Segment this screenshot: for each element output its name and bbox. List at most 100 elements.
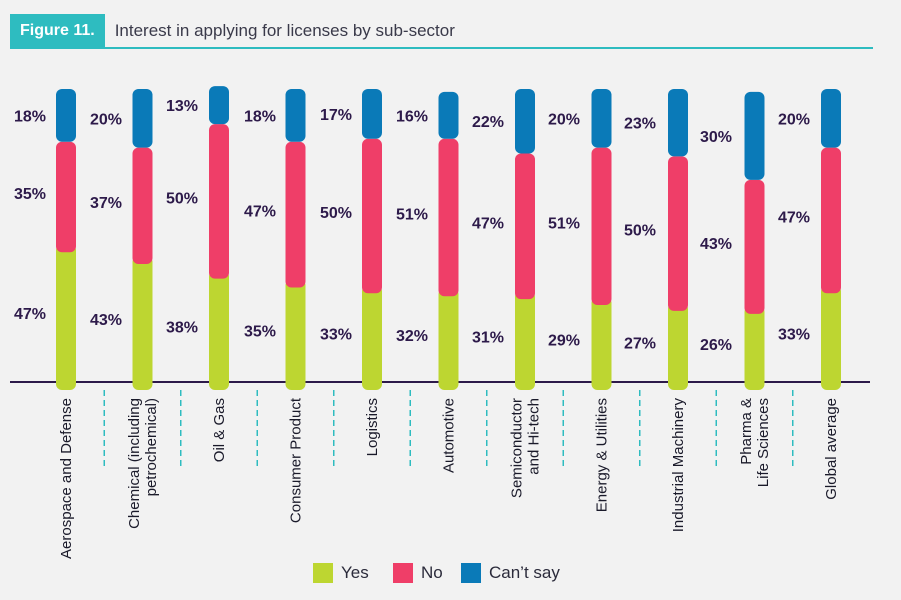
data-label-no: 50% <box>320 205 352 222</box>
bar-segment-yes-base <box>132 374 153 382</box>
data-label-yes: 38% <box>166 319 198 336</box>
category-label-line: Automotive <box>441 398 458 473</box>
bar-segment-yes <box>515 291 535 390</box>
bar-segment-yes <box>285 279 306 390</box>
bar-segment-yes-base <box>821 374 841 382</box>
data-label-yes: 33% <box>320 327 352 344</box>
bar-segment-cant-say <box>209 86 229 125</box>
data-label-cant-say: 20% <box>90 111 122 128</box>
data-label-cant-say: 13% <box>166 98 198 115</box>
figure-label: Figure 11. <box>10 14 105 48</box>
bar-segment-cant-say <box>821 89 841 148</box>
category-label-line: Consumer Product <box>288 397 305 523</box>
bar-segment-no <box>591 147 612 306</box>
bar-segment-no <box>515 153 535 300</box>
bar-segment-yes-base <box>515 374 535 382</box>
bar-segment-cant-say <box>438 91 459 139</box>
bar-segment-yes <box>56 244 76 390</box>
category-label-line: Oil & Gas <box>211 398 228 462</box>
legend-item-cant-say: Can’t say <box>461 563 560 583</box>
data-label-cant-say: 18% <box>14 108 46 125</box>
data-label-cant-say: 17% <box>320 107 352 124</box>
category-label: Oil & Gas <box>211 398 228 462</box>
category-label-line: Pharma & <box>738 398 755 465</box>
figure-title: Interest in applying for licenses by sub… <box>114 21 455 40</box>
bar-segment-yes-base <box>56 374 76 382</box>
category-label: Automotive <box>441 398 458 473</box>
bar-segment-yes <box>438 288 459 390</box>
legend-label-cant-say: Can’t say <box>489 563 560 582</box>
data-label-no: 35% <box>14 186 46 203</box>
bar-segment-yes-base <box>209 374 229 382</box>
data-label-cant-say: 18% <box>244 108 276 125</box>
bar-segment-yes <box>744 305 765 390</box>
category-label: Chemical (including petrochemical) <box>126 398 160 529</box>
data-label-cant-say: 23% <box>624 116 656 133</box>
bar-segment-no <box>744 179 765 314</box>
data-label-yes: 31% <box>472 330 504 347</box>
category-label-line: Semiconductor <box>509 398 526 498</box>
category-label: Energy & Utilities <box>594 398 611 512</box>
bar-segment-no <box>209 124 229 279</box>
bar-segment-cant-say <box>285 89 306 142</box>
legend: Yes No Can’t say <box>0 563 901 591</box>
bar-segment-cant-say <box>56 89 76 142</box>
bar-segment-yes-base <box>362 374 382 382</box>
legend-swatch-yes <box>313 563 333 583</box>
data-label-yes: 27% <box>624 335 656 352</box>
data-label-yes: 35% <box>244 324 276 341</box>
category-label-line: Logistics <box>364 398 381 456</box>
legend-label-no: No <box>421 563 443 582</box>
bar-segment-yes-base <box>285 374 306 382</box>
data-label-yes: 26% <box>700 337 732 354</box>
data-label-no: 47% <box>244 204 276 221</box>
bar-segment-no <box>362 138 382 294</box>
category-label-line: Global average <box>823 398 840 500</box>
bar-segment-no <box>56 141 76 253</box>
legend-swatch-no <box>393 563 413 583</box>
bar-segment-cant-say <box>591 89 612 148</box>
data-label-yes: 47% <box>14 306 46 323</box>
data-label-no: 50% <box>166 190 198 207</box>
category-label-line: Chemical (including <box>126 398 143 529</box>
category-label: Semiconductor and Hi-tech <box>509 398 543 498</box>
category-label: Consumer Product <box>288 397 305 523</box>
data-label-yes: 43% <box>90 312 122 329</box>
bar-segment-no <box>668 156 688 311</box>
data-label-yes: 33% <box>778 327 810 344</box>
data-label-cant-say: 20% <box>778 111 810 128</box>
bar-segment-no <box>821 147 841 294</box>
bar-segment-yes <box>591 297 612 390</box>
legend-label-yes: Yes <box>341 563 369 582</box>
data-label-no: 50% <box>624 223 656 240</box>
bar-segment-yes <box>821 285 841 390</box>
category-label-line: petrochemical) <box>143 398 160 496</box>
category-label: Logistics <box>364 398 381 456</box>
data-label-cant-say: 16% <box>396 108 428 125</box>
bar-segment-cant-say <box>132 89 153 148</box>
data-label-no: 51% <box>396 207 428 224</box>
bar-segment-yes-base <box>668 374 688 382</box>
category-label-line: Energy & Utilities <box>594 398 611 512</box>
category-label: Industrial Machinery <box>670 398 687 533</box>
header-rule <box>10 47 873 49</box>
data-label-no: 47% <box>472 215 504 232</box>
bar-segment-yes-base <box>438 374 459 382</box>
legend-swatch-cant-say <box>461 563 481 583</box>
figure-header: Figure 11. Interest in applying for lice… <box>10 14 455 48</box>
category-label: Global average <box>823 398 840 500</box>
bar-segment-cant-say <box>362 89 382 139</box>
data-label-no: 51% <box>548 215 580 232</box>
data-label-cant-say: 20% <box>548 111 580 128</box>
bar-segment-yes <box>132 256 153 390</box>
bar-segment-cant-say <box>515 89 535 154</box>
category-label: Pharma & Life Sciences <box>738 398 772 487</box>
bar-segment-cant-say <box>668 89 688 157</box>
category-label-line: Life Sciences <box>755 398 772 487</box>
data-label-no: 43% <box>700 236 732 253</box>
data-label-yes: 32% <box>396 328 428 345</box>
legend-item-no: No <box>393 563 443 583</box>
category-label-line: Industrial Machinery <box>670 398 687 533</box>
bar-segment-yes <box>362 285 382 390</box>
category-label: Aerospace and Defense <box>58 398 75 559</box>
